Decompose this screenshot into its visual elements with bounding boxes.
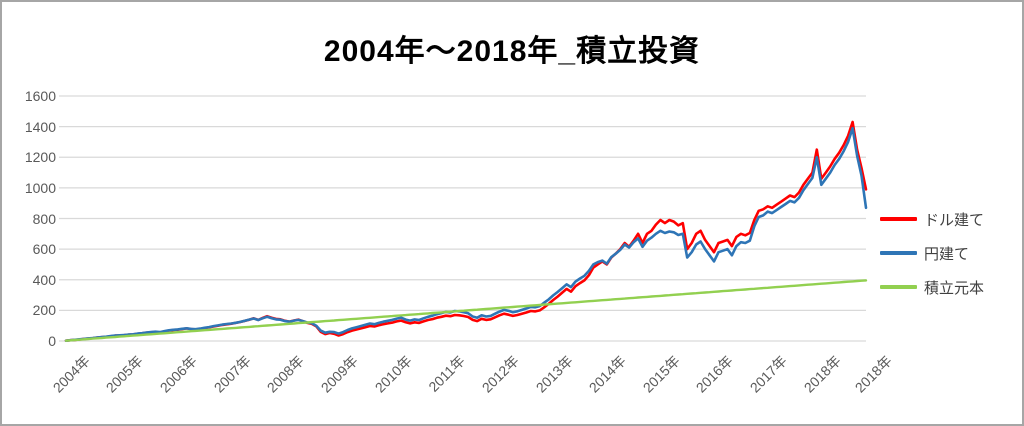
principal-line-swatch [880,285,917,289]
y-axis-label: 600 [32,241,56,258]
chart-title: 2004年～2018年_積立投資 [323,35,701,68]
legend-item-principal: 積立元本 [880,270,1020,304]
y-axis-label: 800 [32,210,56,227]
usd-line-swatch [880,217,917,221]
y-axis-label: 200 [32,302,56,319]
y-axis-label: 400 [32,271,56,288]
legend-item-jpy: 円建て [880,236,1020,270]
series-line-jpy [64,126,868,343]
legend-label-jpy: 円建て [924,245,970,263]
y-axis-label: 1200 [24,149,56,166]
legend-label-principal: 積立元本 [924,279,985,297]
series-line-principal [64,279,868,342]
y-axis-label: 1000 [24,179,56,196]
legend: ドル建て 円建て 積立元本 [880,202,1020,304]
y-axis-label: 0 [48,333,56,349]
series-line-usd [64,120,868,343]
legend-label-usd: ドル建て [924,211,985,229]
legend-item-usd: ドル建て [880,202,1020,236]
y-axis-label: 1600 [24,88,56,104]
jpy-line-swatch [880,251,917,255]
y-axis-label: 1400 [24,118,56,135]
